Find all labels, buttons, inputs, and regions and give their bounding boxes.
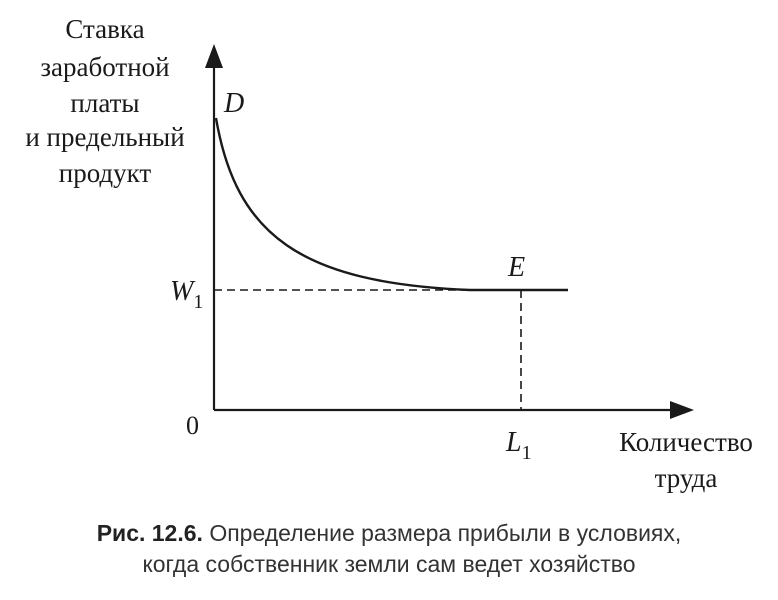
x-axis-label-line: Количество: [619, 427, 753, 457]
origin-label: 0: [186, 411, 199, 440]
labor-label: L1: [505, 427, 532, 464]
y-axis-label-line: и предельный: [25, 122, 185, 152]
labor-label-letter: L: [505, 427, 522, 458]
point-label: E: [507, 252, 525, 283]
wage-label-subscript: 1: [193, 291, 203, 313]
y-axis-arrowhead: [205, 44, 223, 68]
caption-text-line1: Определение размера прибыли в условиях,: [209, 520, 682, 546]
figure-caption: Рис. 12.6. Определение размера прибыли в…: [0, 518, 778, 549]
wage-label: W1: [170, 276, 203, 313]
x-axis-label-line: труда: [654, 463, 718, 493]
caption-number: Рис. 12.6.: [96, 520, 203, 546]
y-axis-label-line: продукт: [58, 158, 152, 188]
caption-text-line2: когда собственник земли сам ведет хозяйс…: [142, 551, 636, 577]
demand-curve: [214, 117, 568, 292]
wage-label-letter: W: [170, 276, 196, 307]
curve-label: D: [223, 88, 244, 119]
y-axis-label-line: заработной: [40, 52, 170, 82]
figure-caption-line2: когда собственник земли сам ведет хозяйс…: [0, 549, 778, 580]
x-axis-arrowhead: [670, 401, 694, 419]
y-axis-label-line: Ставка: [65, 14, 145, 44]
labor-label-subscript: 1: [522, 442, 532, 464]
y-axis-label-line: платы: [70, 88, 140, 118]
